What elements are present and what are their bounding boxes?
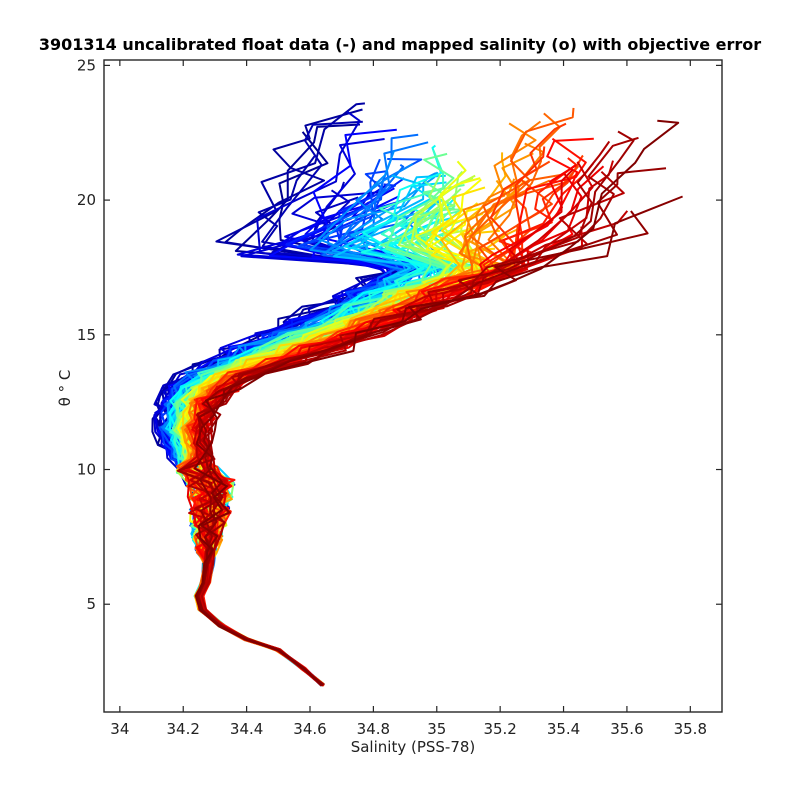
profile-series-group (151, 102, 683, 687)
x-tick-label: 35.8 (674, 720, 707, 738)
x-tick-label: 35.4 (547, 720, 580, 738)
x-axis-label: Salinity (PSS-78) (351, 738, 476, 756)
x-tick-label: 34.6 (293, 720, 326, 738)
y-tick-label: 10 (77, 461, 96, 479)
x-tick-label: 34 (110, 720, 129, 738)
y-tick-label: 5 (86, 595, 96, 613)
x-tick-label: 34.2 (167, 720, 200, 738)
x-axis: 34 34.2 34.4 34.6 34.8 35 35.2 35.4 35.6 35.8 (110, 60, 707, 738)
x-tick-label: 35 (427, 720, 446, 738)
x-tick-label: 35.2 (483, 720, 516, 738)
y-tick-label: 25 (77, 56, 96, 74)
chart-title: 3901314 uncalibrated float data (-) and … (39, 35, 761, 54)
plot-frame (103, 59, 723, 713)
profile-line (188, 140, 611, 686)
x-tick-label: 34.4 (230, 720, 263, 738)
y-axis-label: θ ° C (56, 370, 74, 407)
y-axis: 5 10 15 20 25 (77, 56, 722, 613)
y-tick-label: 15 (77, 326, 96, 344)
x-tick-label: 34.8 (357, 720, 390, 738)
x-tick-label: 35.6 (610, 720, 643, 738)
profile-line (193, 119, 680, 687)
y-tick-label: 20 (77, 191, 96, 209)
